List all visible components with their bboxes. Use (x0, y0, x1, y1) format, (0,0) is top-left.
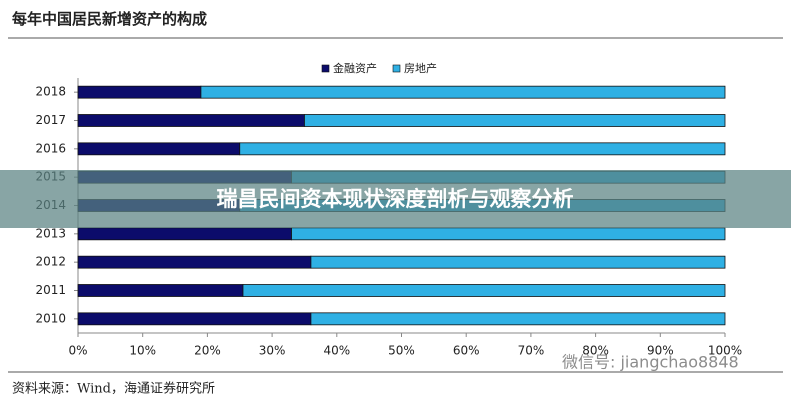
y-tick-label: 2018 (35, 85, 66, 99)
bar-segment (77, 114, 305, 127)
bar-segment (239, 142, 726, 156)
bar-segment (200, 85, 726, 99)
banner-band (0, 170, 791, 228)
legend-label: 房地产 (404, 61, 437, 75)
banner-text: 瑞昌民间资本现状深度剖析与观察分析 (217, 187, 574, 211)
bar-segment (310, 255, 726, 269)
x-tick-label: 90% (647, 344, 674, 358)
bar-segment (304, 114, 726, 127)
y-tick-label: 2012 (35, 255, 66, 269)
x-tick-label: 80% (582, 344, 609, 358)
y-tick-label: 2017 (35, 113, 66, 127)
x-tick-label: 100% (708, 344, 742, 358)
y-tick-label: 2013 (35, 226, 66, 240)
x-tick-label: 60% (453, 344, 480, 358)
x-tick-label: 40% (323, 344, 350, 358)
y-tick-label: 2011 (35, 283, 66, 297)
bar-segment (310, 312, 726, 326)
source: 资料来源：Wind，海通证券研究所 (12, 381, 215, 397)
y-tick-label: 2016 (35, 141, 66, 155)
y-tick-label: 2010 (35, 311, 66, 325)
x-tick-label: 10% (129, 344, 156, 358)
legend-swatch (321, 64, 330, 73)
x-tick-label: 50% (388, 344, 415, 358)
bar-segment (242, 284, 726, 297)
bar-segment (77, 142, 241, 156)
legend-label: 金融资产 (333, 61, 377, 75)
x-tick-label: 20% (194, 344, 221, 358)
chart-title: 每年中国居民新增资产的构成 (12, 10, 207, 28)
bar-segment (77, 85, 202, 99)
x-tick-label: 0% (68, 344, 87, 358)
legend-swatch (392, 64, 401, 73)
watermark: 微信号: jiangchao8848 (562, 353, 739, 372)
bar-segment (77, 284, 244, 297)
bar-segment (77, 312, 312, 326)
x-tick-label: 70% (518, 344, 545, 358)
x-tick-label: 30% (259, 344, 286, 358)
bar-segment (77, 255, 312, 269)
bar-segment (77, 227, 292, 241)
bar-segment (291, 227, 726, 241)
